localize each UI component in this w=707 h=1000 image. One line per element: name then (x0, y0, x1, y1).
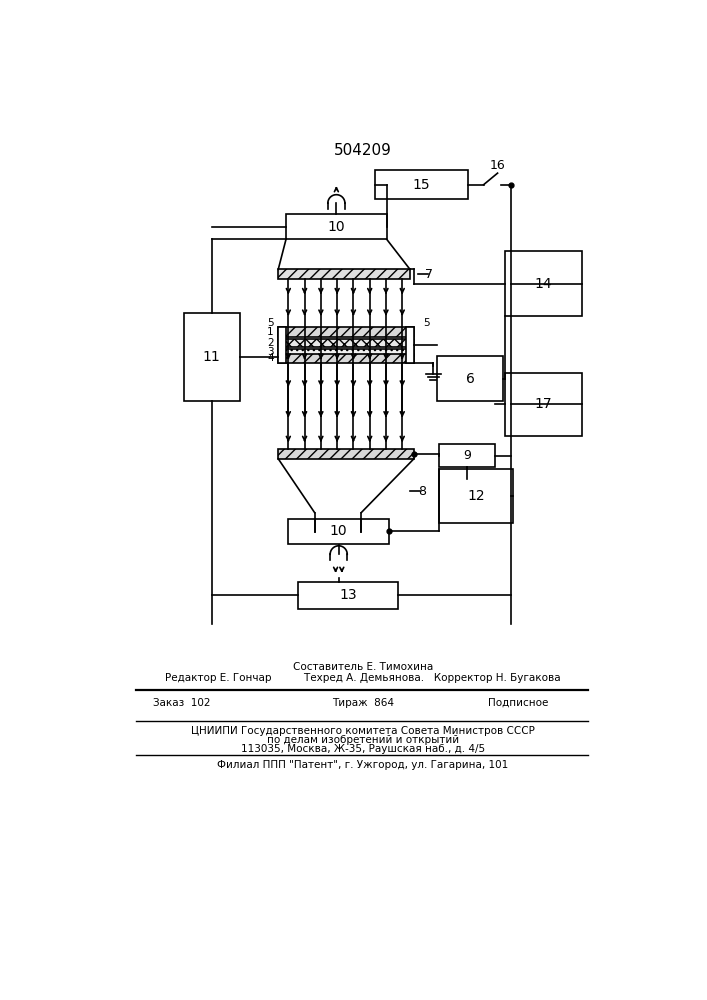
Text: Заказ  102: Заказ 102 (153, 698, 210, 708)
Text: 6: 6 (466, 372, 474, 386)
Text: по делам изобретений и открытий: по делам изобретений и открытий (267, 735, 459, 745)
Bar (279, 339, 414, 347)
Bar (440, 469, 513, 523)
Bar (279, 449, 414, 459)
Bar (279, 327, 286, 363)
Bar (279, 269, 410, 279)
Text: 12: 12 (467, 489, 485, 503)
Text: 13: 13 (339, 588, 357, 602)
Bar (375, 170, 468, 199)
Bar (279, 349, 414, 356)
Bar (505, 251, 582, 316)
Bar (286, 214, 387, 239)
Bar (279, 327, 414, 337)
Text: 5: 5 (267, 318, 274, 328)
Bar (440, 444, 495, 467)
Text: 10: 10 (327, 220, 345, 234)
Text: 10: 10 (330, 524, 348, 538)
Text: 11: 11 (203, 350, 221, 364)
Bar (298, 582, 398, 609)
Text: 504209: 504209 (334, 143, 392, 158)
Text: Тираж  864: Тираж 864 (332, 698, 394, 708)
Text: 5: 5 (423, 318, 430, 328)
Text: 113035, Москва, Ж-35, Раушская наб., д. 4/5: 113035, Москва, Ж-35, Раушская наб., д. … (240, 744, 485, 754)
Text: 1: 1 (267, 327, 274, 337)
Text: 4: 4 (267, 353, 274, 363)
Bar (288, 519, 389, 544)
Bar (437, 356, 503, 401)
Text: 3: 3 (267, 347, 274, 357)
Text: 9: 9 (463, 449, 472, 462)
Text: 17: 17 (534, 397, 552, 411)
Bar (184, 313, 240, 401)
Text: 2: 2 (267, 338, 274, 348)
Text: Редактор Е. Гончар          Техред А. Демьянова.   Корректор Н. Бугакова: Редактор Е. Гончар Техред А. Демьянова. … (165, 673, 561, 683)
Bar (505, 373, 582, 436)
Text: 14: 14 (534, 277, 552, 291)
Text: ЦНИИПИ Государственного комитета Совета Министров СССР: ЦНИИПИ Государственного комитета Совета … (191, 726, 534, 736)
Text: Подписное: Подписное (489, 698, 549, 708)
Text: Составитель Е. Тимохина: Составитель Е. Тимохина (293, 662, 433, 672)
Text: 15: 15 (413, 178, 431, 192)
Text: 8: 8 (418, 485, 426, 498)
Bar (279, 354, 414, 363)
Bar (406, 327, 414, 363)
Text: Филиал ППП "Патент", г. Ужгород, ул. Гагарина, 101: Филиал ППП "Патент", г. Ужгород, ул. Гаг… (217, 760, 508, 770)
Text: 16: 16 (490, 159, 506, 172)
Text: 7: 7 (426, 267, 433, 280)
